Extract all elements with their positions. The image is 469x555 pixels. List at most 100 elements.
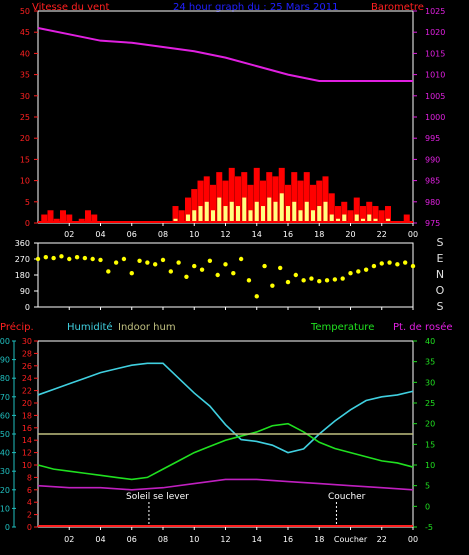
wind-gust-bar — [360, 206, 366, 223]
precip-tick-label: 20 — [22, 399, 32, 408]
precip-tick-label: 4 — [27, 498, 32, 507]
x-tick-label: Coucher — [334, 535, 368, 544]
wind-gust-bar — [178, 210, 185, 223]
wind-gust-bar — [366, 201, 373, 223]
direction-point — [348, 271, 353, 276]
wind-avg-bar — [286, 206, 290, 223]
direction-point — [207, 258, 213, 263]
compass-letter: S — [437, 236, 444, 249]
direction-point — [246, 278, 252, 283]
wind-gust-bar — [347, 210, 354, 223]
direction-point — [82, 255, 88, 261]
direction-point — [340, 276, 345, 281]
direction-point — [192, 263, 197, 269]
direction-point — [137, 258, 142, 263]
temp-tick-label: 15 — [425, 440, 435, 449]
wind-gust-bar — [41, 214, 48, 223]
direction-point — [379, 261, 384, 266]
wind-gust-bar — [203, 176, 210, 223]
wind-gust-bar — [285, 184, 291, 223]
x-tick-label: 10 — [189, 230, 199, 239]
direction-point — [238, 256, 244, 262]
precip-tick-label: 22 — [22, 387, 32, 396]
left-tick-label: 50 — [20, 7, 30, 16]
x-tick-label: 14 — [252, 535, 262, 544]
wind-avg-bar — [192, 210, 197, 223]
left-tick-label: 30 — [20, 92, 30, 101]
temp-tick-label: 35 — [425, 358, 435, 367]
wind-avg-bar — [354, 214, 359, 223]
wind-avg-bar — [292, 201, 297, 223]
direction-point — [145, 260, 150, 265]
x-tick-label: 20 — [345, 230, 355, 239]
direction-point — [90, 256, 95, 262]
temp-humidity-panel: 0102030405060708090100024681012141618202… — [0, 337, 435, 544]
x-tick-label: 02 — [64, 230, 74, 239]
temperature-label: Temperature — [310, 322, 374, 333]
wind-avg-bar — [273, 201, 278, 223]
direction-point — [371, 263, 377, 269]
wind-gust-bar — [228, 167, 235, 223]
direction-point — [215, 272, 220, 278]
dew-point-line — [37, 478, 414, 491]
right-tick-label: 1025 — [425, 7, 445, 16]
left-tick-label: 15 — [20, 155, 30, 164]
x-tick-label: 16 — [283, 535, 293, 544]
wind-avg-bar — [323, 201, 328, 223]
wind-gust-bar — [197, 180, 204, 223]
direction-point — [262, 263, 267, 269]
temperature-line — [37, 422, 414, 481]
sunrise-label: Soleil se lever — [126, 492, 189, 502]
right-tick-label: 995 — [425, 134, 440, 143]
wind-avg-bar — [211, 210, 215, 223]
left-tick-label: 45 — [20, 28, 30, 37]
wind-avg-bar — [304, 201, 309, 223]
direction-point — [317, 279, 322, 284]
wind-gust-bar — [291, 172, 298, 223]
temp-tick-label: 30 — [425, 378, 435, 387]
direction-point — [43, 255, 49, 260]
dir-tick-label: 270 — [15, 255, 30, 264]
humidity-tick-label: 40 — [0, 449, 10, 458]
direction-point — [59, 254, 64, 259]
wind-gust-bar — [210, 184, 216, 223]
wind-gust-bar — [322, 176, 329, 223]
left-tick-label: 0 — [25, 219, 30, 228]
humidity-tick-label: 20 — [0, 486, 10, 495]
temp-tick-label: 10 — [425, 461, 435, 470]
direction-point — [395, 262, 400, 267]
wind-speed-label: Vitesse du vent — [32, 2, 109, 13]
right-tick-label: 990 — [425, 155, 440, 164]
direction-point — [293, 272, 299, 278]
wind-gust-bar — [403, 214, 410, 223]
wind-gust-bar — [385, 206, 391, 223]
direction-point — [332, 277, 338, 282]
wind-avg-bar — [173, 218, 178, 223]
wind-gust-bar — [303, 172, 310, 223]
wind-avg-bar — [279, 193, 284, 223]
direction-point — [184, 274, 189, 279]
wind-gust-bar — [310, 184, 316, 223]
direction-point — [231, 271, 236, 276]
precip-tick-label: 28 — [22, 349, 32, 358]
humidity-tick-label: 70 — [0, 393, 10, 402]
temp-tick-label: 0 — [425, 502, 430, 511]
right-tick-label: 985 — [425, 177, 440, 186]
wind-gust-bar — [91, 214, 98, 223]
left-tick-label: 5 — [25, 198, 30, 207]
wind-pressure-panel: 0510152025303540455097598098599099510001… — [20, 7, 446, 239]
wind-gust-bar — [247, 184, 254, 223]
direction-point — [106, 269, 111, 274]
precip-tick-label: 24 — [22, 374, 32, 383]
x-tick-label: 08 — [158, 535, 168, 544]
compass-letter: N — [436, 268, 444, 281]
direction-point — [98, 257, 103, 263]
direction-point — [363, 267, 369, 272]
direction-point — [199, 267, 205, 272]
x-tick-label: 22 — [377, 535, 387, 544]
direction-point — [277, 265, 283, 271]
direction-point — [410, 263, 416, 269]
direction-point — [35, 256, 41, 262]
temp-tick-label: 20 — [425, 420, 435, 429]
precip-tick-label: 2 — [27, 511, 32, 520]
